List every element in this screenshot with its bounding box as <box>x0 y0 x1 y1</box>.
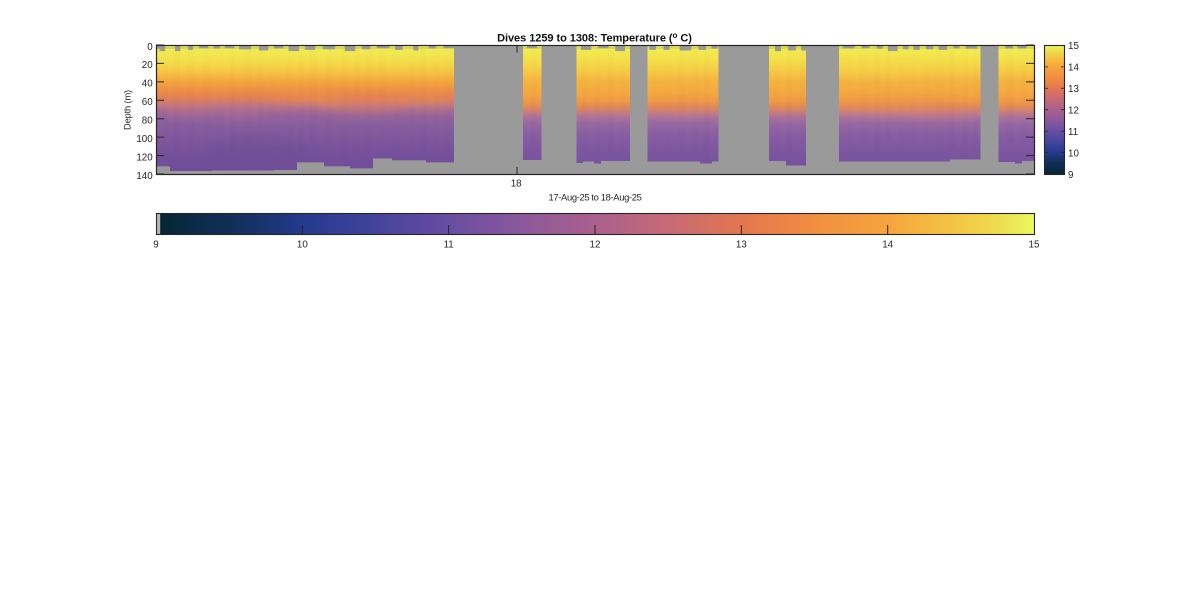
svg-text:17-Aug-25 to 18-Aug-25: 17-Aug-25 to 18-Aug-25 <box>549 191 642 202</box>
svg-text:11: 11 <box>1068 127 1078 138</box>
svg-text:12: 12 <box>1068 106 1079 117</box>
svg-text:9: 9 <box>153 239 158 250</box>
svg-text:11: 11 <box>444 239 454 250</box>
svg-text:100: 100 <box>136 134 153 145</box>
svg-text:18: 18 <box>511 179 522 190</box>
svg-text:14: 14 <box>1068 63 1079 74</box>
svg-text:140: 140 <box>136 171 153 182</box>
svg-text:10: 10 <box>1068 148 1079 159</box>
svg-text:13: 13 <box>736 239 747 250</box>
svg-text:Depth (m): Depth (m) <box>123 90 133 130</box>
svg-text:14: 14 <box>882 239 893 250</box>
svg-text:12: 12 <box>590 239 601 250</box>
svg-text:0: 0 <box>147 42 153 53</box>
svg-text:9: 9 <box>1068 170 1073 181</box>
svg-text:13: 13 <box>1068 84 1079 95</box>
svg-text:40: 40 <box>142 79 153 90</box>
svg-text:Dives 1259 to 1308: Temperatur: Dives 1259 to 1308: Temperature (o C) <box>497 31 692 45</box>
svg-text:20: 20 <box>142 60 153 71</box>
svg-text:15: 15 <box>1029 239 1040 250</box>
svg-text:15: 15 <box>1068 41 1079 52</box>
svg-text:120: 120 <box>136 152 153 163</box>
svg-text:10: 10 <box>297 239 308 250</box>
svg-text:60: 60 <box>142 97 153 108</box>
svg-text:80: 80 <box>142 116 153 127</box>
